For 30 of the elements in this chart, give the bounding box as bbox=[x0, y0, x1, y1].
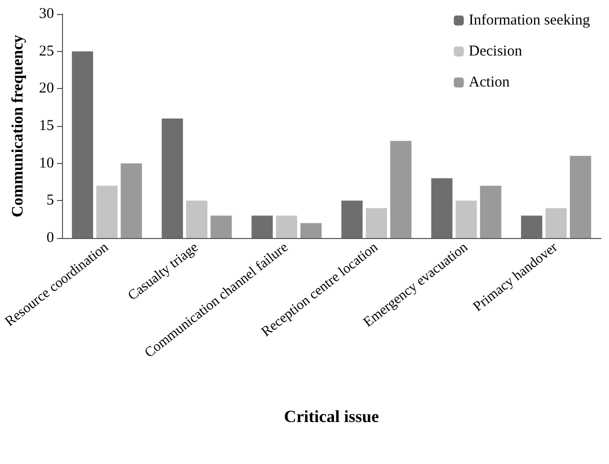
bar bbox=[120, 163, 142, 238]
bar bbox=[341, 200, 363, 238]
y-tick-label: 30 bbox=[39, 6, 54, 22]
bar bbox=[570, 156, 592, 238]
bar bbox=[276, 216, 298, 238]
y-axis-title: Communication frequency bbox=[10, 34, 26, 218]
bar bbox=[96, 186, 118, 238]
bar bbox=[252, 216, 273, 238]
x-axis-title: Critical issue bbox=[284, 407, 380, 426]
y-tick-label: 25 bbox=[39, 43, 54, 60]
y-tick-label: 15 bbox=[39, 118, 54, 134]
bar bbox=[545, 208, 567, 238]
y-tick-label: 5 bbox=[46, 192, 54, 209]
bar bbox=[210, 216, 232, 238]
bar bbox=[72, 51, 94, 238]
y-tick-label: 20 bbox=[39, 80, 54, 97]
bar bbox=[456, 200, 477, 238]
legend-label: Information seeking bbox=[468, 12, 590, 28]
bar bbox=[300, 223, 322, 238]
legend-label: Action bbox=[468, 74, 510, 90]
legend-label: Decision bbox=[468, 44, 523, 60]
bar bbox=[186, 200, 208, 238]
bar bbox=[431, 178, 452, 238]
y-tick-label: 10 bbox=[39, 155, 54, 172]
bar bbox=[162, 118, 183, 238]
bar bbox=[521, 216, 542, 238]
y-tick-label: 0 bbox=[46, 230, 54, 246]
bar bbox=[390, 140, 412, 238]
bar bbox=[366, 208, 388, 238]
bar bbox=[480, 186, 502, 238]
